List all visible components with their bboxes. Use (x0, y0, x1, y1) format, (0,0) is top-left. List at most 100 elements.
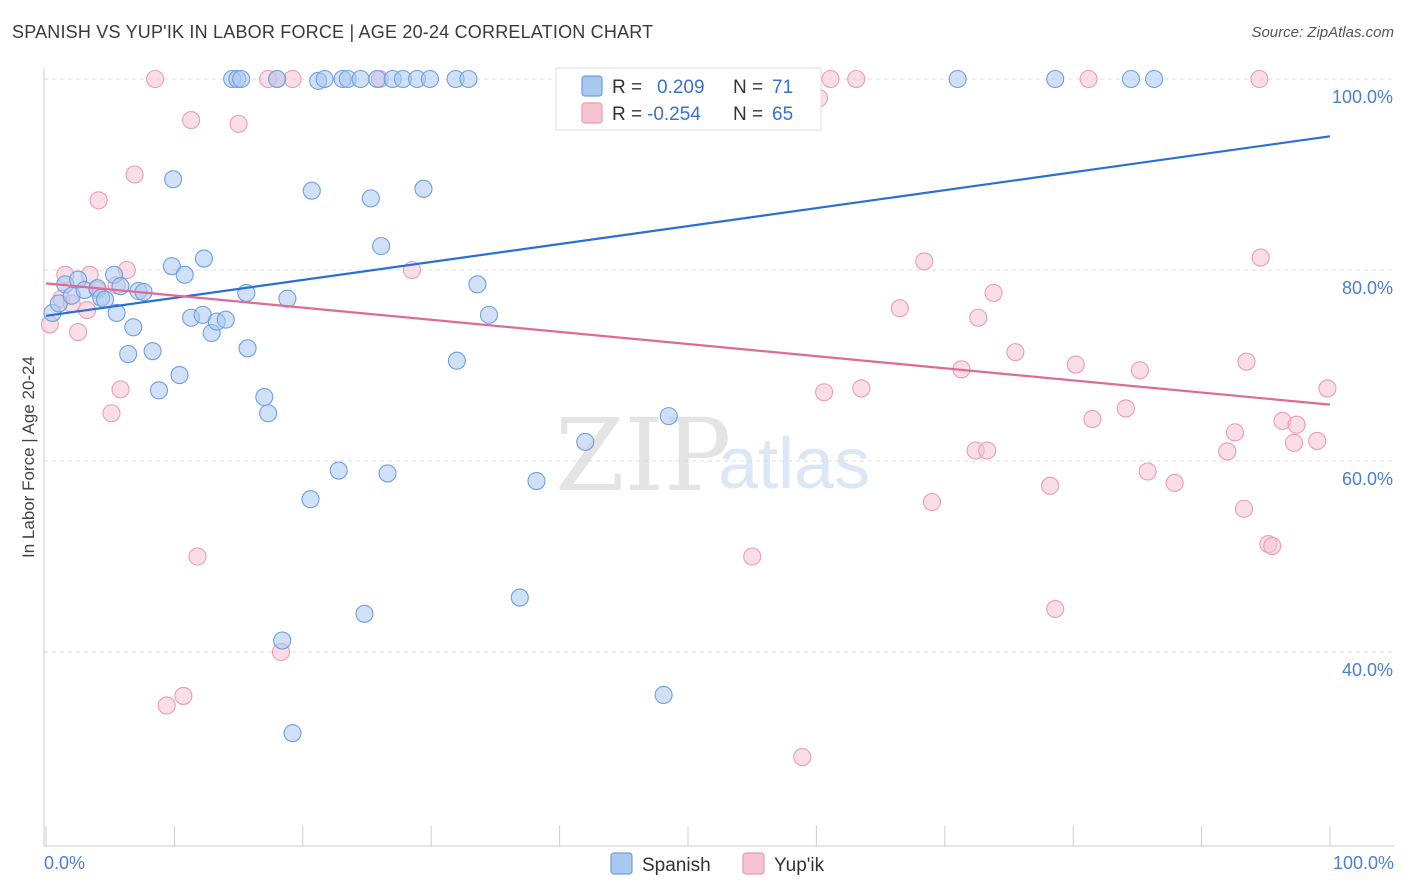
point-spanish (527, 472, 546, 491)
legend-r-value-spanish: 0.209 (657, 77, 705, 98)
point-yupik (1116, 399, 1135, 418)
point-yupik (969, 308, 988, 327)
y-tick-label: 80.0% (1342, 278, 1393, 298)
point-yupik (102, 404, 121, 423)
point-yupik (174, 686, 193, 705)
point-yupik (847, 69, 866, 89)
point-spanish (414, 179, 433, 198)
point-spanish (162, 257, 181, 276)
bottom-legend-swatch-yupik (742, 852, 765, 875)
point-spanish (654, 685, 673, 705)
point-yupik (125, 165, 144, 184)
legend-r-label-spanish: R = (612, 77, 642, 98)
legend-n-label-spanish: N = (733, 77, 763, 98)
x-axis-ticks (45, 826, 1331, 846)
point-spanish (1046, 69, 1065, 89)
legend-r-label-yupik: R = (612, 104, 642, 125)
legend-swatch-spanish (581, 75, 603, 97)
point-yupik (821, 69, 840, 89)
point-yupik (1138, 462, 1157, 481)
point-spanish (268, 69, 287, 89)
point-spanish (361, 189, 380, 208)
y-axis-title: In Labor Force | Age 20-24 (19, 356, 38, 558)
point-yupik (978, 441, 997, 460)
trend-lines (45, 135, 1331, 406)
point-spanish (111, 277, 130, 296)
point-spanish (302, 181, 321, 200)
point-yupik (1006, 343, 1025, 362)
stats-legend: R = 0.209 N = 71 R = -0.254 N = 65 (555, 67, 822, 131)
bottom-legend-label-spanish: Spanish (642, 855, 711, 876)
y-tick-label: 100.0% (1332, 87, 1393, 107)
point-spanish (948, 69, 967, 89)
point-spanish (351, 69, 370, 89)
point-yupik (89, 191, 108, 210)
point-spanish (273, 631, 292, 650)
point-yupik (1250, 69, 1269, 89)
series-spanish-points (43, 69, 1164, 743)
y-tick-label: 40.0% (1342, 660, 1393, 680)
point-yupik (1041, 476, 1060, 495)
watermark-atlas: atlas (718, 424, 870, 504)
point-yupik (1251, 248, 1270, 267)
point-yupik (793, 747, 812, 767)
point-spanish (194, 249, 213, 268)
point-yupik (1308, 431, 1327, 450)
point-yupik (922, 493, 942, 512)
chart-title: SPANISH VS YUP'IK IN LABOR FORCE | AGE 2… (12, 22, 654, 42)
bottom-legend-swatch-spanish (610, 852, 633, 875)
point-spanish (175, 265, 194, 284)
point-spanish (238, 339, 257, 358)
point-yupik (915, 252, 934, 271)
point-spanish (510, 588, 529, 607)
watermark-zip: ZIP (555, 397, 731, 514)
point-yupik (1237, 352, 1256, 371)
point-spanish (468, 275, 487, 294)
point-spanish (576, 432, 595, 451)
point-spanish (1145, 69, 1164, 89)
point-spanish (164, 170, 183, 189)
point-spanish (216, 310, 235, 329)
trend-line-spanish (45, 135, 1331, 317)
point-spanish (301, 490, 320, 509)
point-spanish (355, 604, 374, 623)
point-spanish (659, 407, 678, 426)
point-spanish (255, 387, 274, 407)
y-tick-label: 60.0% (1342, 469, 1393, 489)
point-yupik (984, 283, 1003, 302)
point-yupik (1066, 355, 1085, 374)
point-yupik (188, 547, 207, 566)
point-spanish (170, 365, 189, 385)
point-spanish (124, 318, 143, 337)
legend-swatch-yupik (581, 102, 603, 124)
point-spanish (420, 69, 439, 89)
point-yupik (743, 547, 762, 566)
point-yupik (1263, 536, 1282, 556)
legend-n-label-yupik: N = (733, 104, 763, 125)
point-yupik (157, 696, 176, 715)
point-yupik (1218, 442, 1237, 461)
legend-r-value-yupik: -0.254 (647, 104, 701, 125)
point-yupik (1165, 473, 1184, 493)
point-spanish (378, 464, 397, 483)
point-yupik (1046, 599, 1065, 619)
y-tick-labels: 40.0% 60.0% 80.0% 100.0% (1332, 87, 1393, 680)
point-yupik (1234, 499, 1254, 518)
bottom-legend-label-yupik: Yup'ik (774, 855, 825, 876)
point-spanish (447, 351, 466, 370)
gridlines (44, 78, 1394, 653)
point-spanish (119, 344, 138, 364)
point-yupik (283, 69, 302, 89)
point-yupik (1318, 379, 1337, 398)
point-spanish (329, 461, 348, 480)
point-spanish (96, 290, 115, 309)
trend-line-yupik (45, 282, 1331, 406)
point-spanish (1121, 69, 1141, 89)
point-yupik (69, 323, 88, 342)
point-yupik (815, 383, 834, 402)
point-spanish (259, 404, 278, 423)
legend-n-value-yupik: 65 (772, 104, 793, 125)
point-yupik (890, 299, 909, 318)
legend-n-value-spanish: 71 (772, 77, 793, 98)
